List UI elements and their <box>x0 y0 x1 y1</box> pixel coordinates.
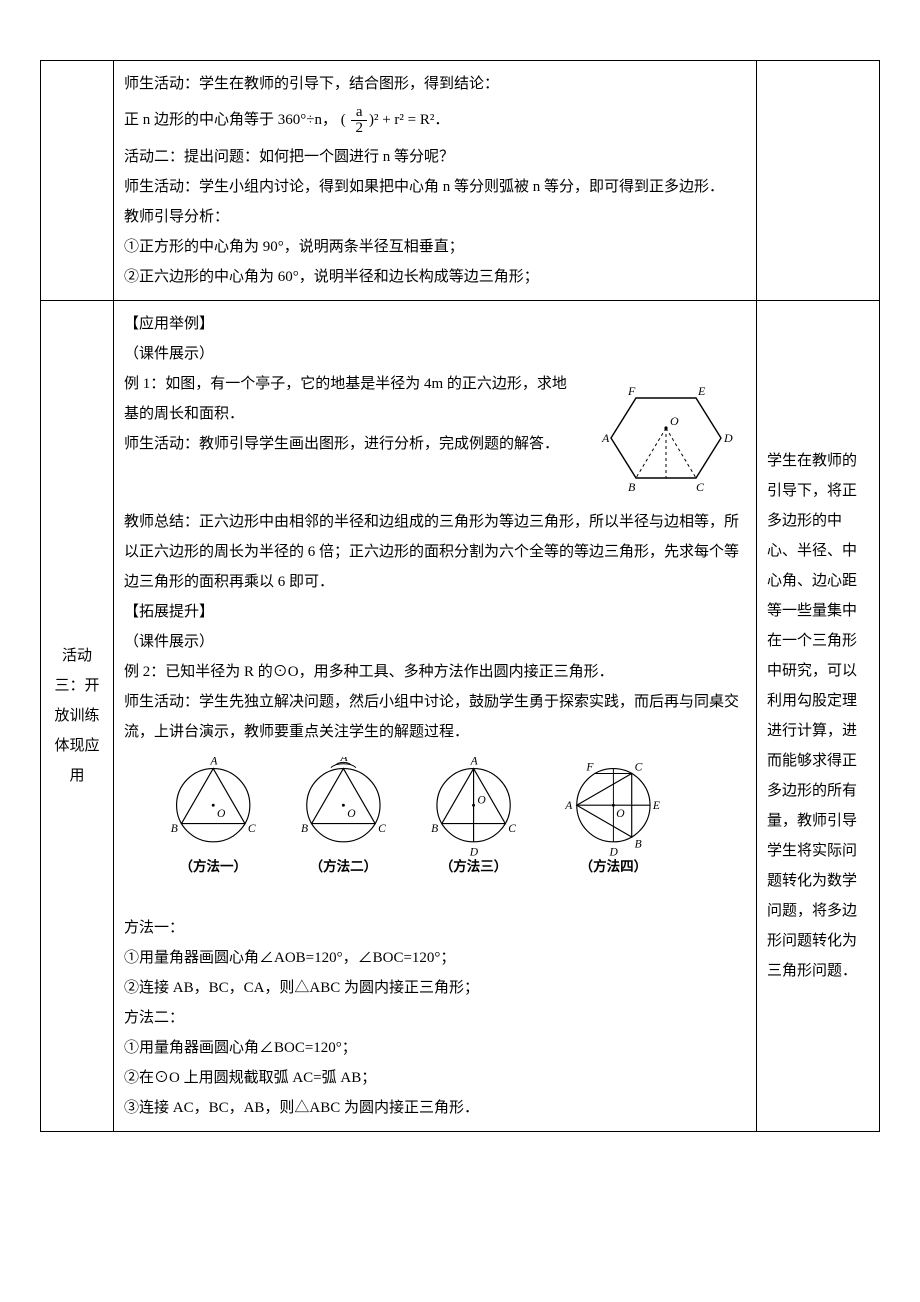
svg-text:O: O <box>477 793 486 806</box>
fraction: a 2 <box>351 105 367 136</box>
row-2: 活动三：开放训练体现应用 【应用举例】 （课件展示） A F E D <box>41 301 880 1132</box>
courseware-1: （课件展示） <box>124 339 746 369</box>
r1-p7: ②正六边形的中心角为 60°，说明半径和边长构成等边三角形； <box>124 262 746 292</box>
row2-mid-cell: 【应用举例】 （课件展示） A F E D C B <box>114 301 757 1132</box>
cap-m3: （方法三） <box>440 858 508 874</box>
ex1-c: 教师总结：正六边形中由相邻的半径和边组成的三角形为等边三角形，所以半径与边相等，… <box>124 507 746 597</box>
svg-text:A: A <box>470 757 479 768</box>
svg-text:C: C <box>508 822 516 835</box>
ext-heading: 【拓展提升】 <box>124 597 746 627</box>
svg-text:B: B <box>301 822 308 835</box>
hex-D: D <box>723 431 733 445</box>
courseware-2: （课件展示） <box>124 627 746 657</box>
hex-A: A <box>601 431 610 445</box>
m1-s1: ①用量角器画圆心角∠AOB=120°，∠BOC=120°； <box>124 943 746 973</box>
method-diagrams: A B C O A B C O <box>124 757 746 903</box>
hex-O: O <box>670 414 679 428</box>
r1-p2: 正 n 边形的中心角等于 360°÷n， ( a 2 )² + r² = R²． <box>124 105 746 136</box>
r1-p1: 师生活动：学生在教师的引导下，结合图形，得到结论： <box>124 69 746 99</box>
r1-p4: 师生活动：学生小组内讨论，得到如果把中心角 n 等分则弧被 n 等分，即可得到正… <box>124 172 746 202</box>
frac-num: a <box>351 105 367 121</box>
row2-left-label: 活动三：开放训练体现应用 <box>51 641 103 791</box>
frac-den: 2 <box>351 121 367 136</box>
hexagon-figure: A F E D C B O <box>576 373 746 503</box>
r1-p2-before: 正 n 边形的中心角等于 360°÷n， <box>124 112 337 128</box>
m1-title: 方法一： <box>124 913 746 943</box>
svg-text:B: B <box>635 838 642 851</box>
row1-right-cell <box>757 61 880 301</box>
r1-p6: ①正方形的中心角为 90°，说明两条半径互相垂直； <box>124 232 746 262</box>
svg-text:A: A <box>340 757 349 764</box>
svg-text:E: E <box>652 799 660 812</box>
svg-text:A: A <box>564 799 573 812</box>
row2-left-cell: 活动三：开放训练体现应用 <box>41 301 114 1132</box>
m1-s2: ②连接 AB，BC，CA，则△ABC 为圆内接正三角形； <box>124 973 746 1003</box>
r1-p2-after: )² + r² = R²． <box>369 112 449 128</box>
app-heading: 【应用举例】 <box>124 309 746 339</box>
hex-C: C <box>696 480 705 494</box>
cap-m1: （方法一） <box>179 858 247 874</box>
svg-text:C: C <box>635 761 643 774</box>
m2-s3: ③连接 AC，BC，AB，则△ABC 为圆内接正三角形． <box>124 1093 746 1123</box>
svg-text:D: D <box>609 845 619 858</box>
cap-m4: （方法四） <box>580 858 648 874</box>
svg-text:A: A <box>209 757 218 768</box>
row2-right-text: 学生在教师的引导下，将正多边形的中心、半径、中心角、边心距等一些量集中在一个三角… <box>767 446 869 986</box>
row1-mid-cell: 师生活动：学生在教师的引导下，结合图形，得到结论： 正 n 边形的中心角等于 3… <box>114 61 757 301</box>
r1-p5: 教师引导分析： <box>124 202 746 232</box>
hex-E: E <box>697 384 706 398</box>
svg-text:C: C <box>248 822 256 835</box>
hex-B: B <box>628 480 636 494</box>
cap-m2: （方法二） <box>310 858 378 874</box>
ex2-b: 师生活动：学生先独立解决问题，然后小组中讨论，鼓励学生勇于探索实践，而后再与同桌… <box>124 687 746 747</box>
m2-s1: ①用量角器画圆心角∠BOC=120°； <box>124 1033 746 1063</box>
lesson-table: 师生活动：学生在教师的引导下，结合图形，得到结论： 正 n 边形的中心角等于 3… <box>40 60 880 1132</box>
svg-text:O: O <box>347 807 356 820</box>
row2-right-cell: 学生在教师的引导下，将正多边形的中心、半径、中心角、边心距等一些量集中在一个三角… <box>757 301 880 1132</box>
formula: ( a 2 <box>341 105 369 136</box>
row-1: 师生活动：学生在教师的引导下，结合图形，得到结论： 正 n 边形的中心角等于 3… <box>41 61 880 301</box>
m2-s2: ②在⊙O 上用圆规截取弧 AC=弧 AB； <box>124 1063 746 1093</box>
svg-text:O: O <box>616 807 625 820</box>
ex2-a: 例 2：已知半径为 R 的⊙O，用多种工具、多种方法作出圆内接正三角形． <box>124 657 746 687</box>
svg-text:D: D <box>469 845 479 858</box>
row1-left-cell <box>41 61 114 301</box>
svg-text:B: B <box>171 822 178 835</box>
hex-F: F <box>627 384 636 398</box>
m2-title: 方法二： <box>124 1003 746 1033</box>
svg-text:B: B <box>431 822 438 835</box>
svg-text:O: O <box>217 807 226 820</box>
svg-text:F: F <box>585 761 594 774</box>
svg-text:C: C <box>378 822 386 835</box>
r1-p3: 活动二：提出问题：如何把一个圆进行 n 等分呢？ <box>124 142 746 172</box>
